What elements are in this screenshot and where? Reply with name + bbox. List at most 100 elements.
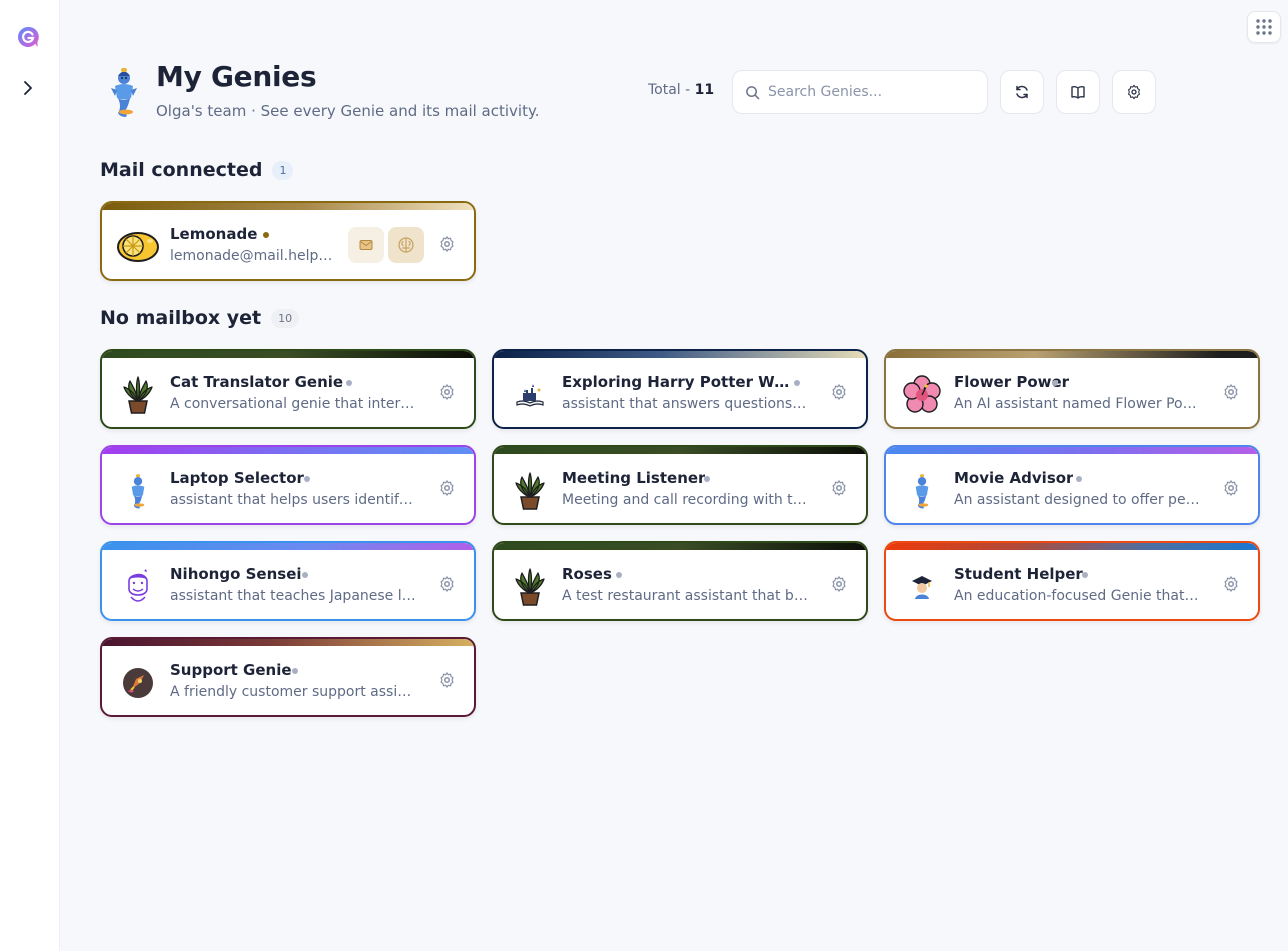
- genie-card[interactable]: Movie Advisor An assistant designed to of…: [884, 445, 1260, 525]
- open-book-icon: [1071, 86, 1085, 99]
- plant-icon: [508, 469, 552, 513]
- card-name: Lemonade: [170, 225, 258, 243]
- settings-button[interactable]: [1112, 70, 1156, 114]
- card-name: Roses: [562, 565, 612, 583]
- status-dot: [1076, 476, 1082, 482]
- brain-icon: [398, 237, 414, 253]
- brain-button[interactable]: [388, 227, 424, 263]
- section-title-no-mailbox: No mailbox yet 10: [100, 307, 300, 329]
- castle-book-icon: [508, 373, 552, 417]
- card-description: A test restaurant assistant that books t…: [562, 588, 810, 604]
- search-box[interactable]: [732, 70, 988, 114]
- card-color-band: [102, 447, 474, 454]
- card-name: Support Genie: [170, 661, 292, 679]
- card-name: Student Helper: [954, 565, 1083, 583]
- status-dot: [616, 572, 622, 578]
- card-name: Nihongo Sensei: [170, 565, 302, 583]
- card-name: Exploring Harry Potter World: [562, 373, 792, 391]
- status-dot: [794, 380, 800, 386]
- expand-sidebar-button[interactable]: [18, 78, 38, 98]
- genie-card[interactable]: Laptop Selector assistant that helps user…: [100, 445, 476, 525]
- card-color-band: [102, 203, 474, 210]
- genie-card[interactable]: Nihongo Sensei assistant that teaches Jap…: [100, 541, 476, 621]
- rocket-icon: [116, 661, 160, 705]
- card-description: assistant that answers questions about H…: [562, 396, 810, 412]
- count-badge: 1: [272, 160, 294, 180]
- envelope-icon: [359, 240, 373, 250]
- status-dot: [1082, 572, 1088, 578]
- chevron-right-icon: [24, 81, 32, 95]
- section-label: Mail connected: [100, 159, 263, 181]
- hibiscus-icon: [900, 373, 944, 417]
- card-name: Meeting Listener: [562, 469, 706, 487]
- card-description: A conversational genie that interprets c…: [170, 396, 418, 412]
- total-count: Total - 11: [648, 82, 714, 98]
- docs-button[interactable]: [1056, 70, 1100, 114]
- graduate-icon: [900, 565, 944, 609]
- card-settings-gear-icon[interactable]: [438, 235, 456, 253]
- card-description: A friendly customer support assistant: [170, 684, 418, 700]
- card-settings-gear-icon[interactable]: [1222, 383, 1240, 401]
- card-settings-gear-icon[interactable]: [830, 575, 848, 593]
- status-dot: [263, 232, 269, 238]
- page-subtitle: Olga's team · See every Genie and its ma…: [156, 102, 540, 120]
- genie-card-lemonade[interactable]: Lemonade lemonade@mail.helpmate.ai: [100, 201, 476, 281]
- section-label: No mailbox yet: [100, 307, 262, 329]
- grid-dots-icon: [1256, 19, 1272, 35]
- card-color-band: [886, 543, 1258, 550]
- card-color-band: [102, 351, 474, 358]
- card-description: Meeting and call recording with transcri…: [562, 492, 810, 508]
- count-badge: 10: [271, 308, 300, 328]
- status-dot: [292, 668, 298, 674]
- card-description: An AI assistant named Flower Power helps…: [954, 396, 1202, 412]
- section-title-connected: Mail connected 1: [100, 159, 294, 181]
- card-settings-gear-icon[interactable]: [1222, 479, 1240, 497]
- status-dot: [346, 380, 352, 386]
- plant-icon: [508, 565, 552, 609]
- genie-card[interactable]: Cat Translator Genie A conversational gen…: [100, 349, 476, 429]
- card-color-band: [494, 351, 866, 358]
- refresh-icon: [1016, 85, 1028, 99]
- card-name: Cat Translator Genie: [170, 373, 344, 391]
- card-color-band: [102, 639, 474, 646]
- card-settings-gear-icon[interactable]: [830, 383, 848, 401]
- card-description: assistant that helps users identify lapt…: [170, 492, 418, 508]
- genie-card[interactable]: Roses A test restaurant assistant that bo…: [492, 541, 868, 621]
- genie-card[interactable]: Flower Power An AI assistant named Flower…: [884, 349, 1260, 429]
- card-color-band: [494, 543, 866, 550]
- card-settings-gear-icon[interactable]: [830, 479, 848, 497]
- app-logo-icon[interactable]: [16, 25, 40, 49]
- status-dot: [304, 476, 310, 482]
- plant-icon: [116, 373, 160, 417]
- total-label: Total -: [648, 82, 695, 98]
- genie-card[interactable]: Meeting Listener Meeting and call recordi…: [492, 445, 868, 525]
- refresh-button[interactable]: [1000, 70, 1044, 114]
- genie-card[interactable]: Support Genie A friendly customer support…: [100, 637, 476, 717]
- card-settings-gear-icon[interactable]: [438, 671, 456, 689]
- card-settings-gear-icon[interactable]: [438, 575, 456, 593]
- card-name: Movie Advisor: [954, 469, 1074, 487]
- card-settings-gear-icon[interactable]: [438, 479, 456, 497]
- genie-card[interactable]: Student Helper An education-focused Genie…: [884, 541, 1260, 621]
- sidebar: [0, 0, 60, 951]
- apps-grid-button[interactable]: [1247, 11, 1281, 43]
- mail-button[interactable]: [348, 227, 384, 263]
- search-input[interactable]: [768, 84, 968, 100]
- card-description: An assistant designed to offer personal …: [954, 492, 1202, 508]
- status-dot: [704, 476, 710, 482]
- total-value: 11: [694, 82, 715, 98]
- card-color-band: [102, 543, 474, 550]
- page-title: My Genies: [156, 60, 317, 93]
- status-dot: [1052, 380, 1058, 386]
- card-settings-gear-icon[interactable]: [1222, 575, 1240, 593]
- status-dot: [302, 572, 308, 578]
- card-color-band: [886, 447, 1258, 454]
- genie-icon: [900, 469, 944, 513]
- card-settings-gear-icon[interactable]: [438, 383, 456, 401]
- card-description: An education-focused Genie that helps st…: [954, 588, 1202, 604]
- gear-icon: [1128, 84, 1140, 100]
- genie-icon: [116, 469, 160, 513]
- genie-mascot-icon: [104, 66, 144, 118]
- search-icon: [746, 85, 760, 99]
- genie-card[interactable]: Exploring Harry Potter World assistant th…: [492, 349, 868, 429]
